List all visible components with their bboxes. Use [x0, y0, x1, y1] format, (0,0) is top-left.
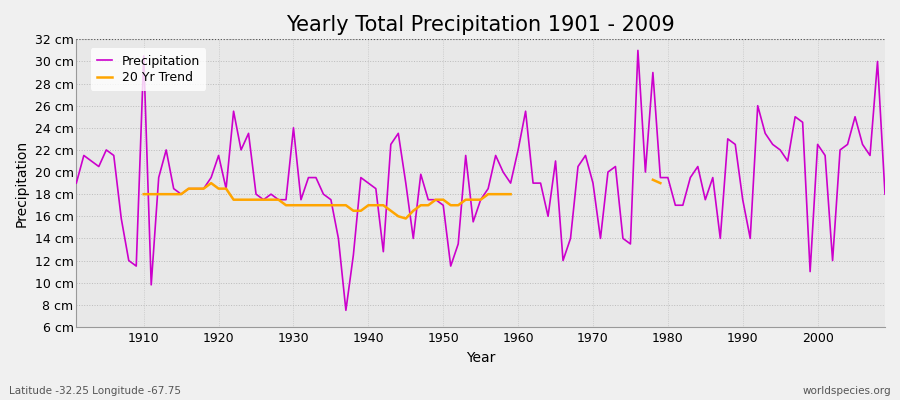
20 Yr Trend — [460, 197, 471, 202]
20 Yr Trend — [288, 203, 299, 208]
20 Yr Trend — [243, 197, 254, 202]
20 Yr Trend — [213, 186, 224, 191]
20 Yr Trend — [408, 208, 418, 213]
20 Yr Trend — [446, 203, 456, 208]
Y-axis label: Precipitation: Precipitation — [15, 140, 29, 227]
20 Yr Trend — [318, 203, 328, 208]
Precipitation — [879, 192, 890, 196]
20 Yr Trend — [393, 214, 404, 219]
20 Yr Trend — [146, 192, 157, 196]
20 Yr Trend — [498, 192, 508, 196]
20 Yr Trend — [475, 197, 486, 202]
Precipitation — [633, 48, 643, 53]
20 Yr Trend — [505, 192, 516, 196]
20 Yr Trend — [333, 203, 344, 208]
Precipitation — [520, 109, 531, 114]
X-axis label: Year: Year — [466, 351, 495, 365]
20 Yr Trend — [229, 197, 239, 202]
Precipitation — [513, 148, 524, 152]
20 Yr Trend — [385, 208, 396, 213]
20 Yr Trend — [184, 186, 194, 191]
20 Yr Trend — [139, 192, 149, 196]
20 Yr Trend — [363, 203, 374, 208]
20 Yr Trend — [281, 203, 292, 208]
20 Yr Trend — [191, 186, 202, 191]
Line: Precipitation: Precipitation — [76, 50, 885, 310]
Precipitation — [340, 308, 351, 313]
Precipitation — [130, 264, 141, 268]
Legend: Precipitation, 20 Yr Trend: Precipitation, 20 Yr Trend — [91, 48, 206, 91]
20 Yr Trend — [371, 203, 382, 208]
20 Yr Trend — [430, 197, 441, 202]
20 Yr Trend — [423, 203, 434, 208]
20 Yr Trend — [348, 208, 359, 213]
20 Yr Trend — [206, 181, 217, 186]
Text: worldspecies.org: worldspecies.org — [803, 386, 891, 396]
20 Yr Trend — [266, 197, 276, 202]
20 Yr Trend — [356, 208, 366, 213]
20 Yr Trend — [326, 203, 337, 208]
20 Yr Trend — [258, 197, 269, 202]
Line: 20 Yr Trend: 20 Yr Trend — [144, 183, 510, 218]
20 Yr Trend — [453, 203, 464, 208]
20 Yr Trend — [400, 216, 411, 221]
20 Yr Trend — [437, 197, 448, 202]
20 Yr Trend — [250, 197, 261, 202]
20 Yr Trend — [236, 197, 247, 202]
20 Yr Trend — [378, 203, 389, 208]
20 Yr Trend — [303, 203, 314, 208]
20 Yr Trend — [340, 203, 351, 208]
Precipitation — [71, 181, 82, 186]
Title: Yearly Total Precipitation 1901 - 2009: Yearly Total Precipitation 1901 - 2009 — [286, 15, 675, 35]
Precipitation — [610, 164, 621, 169]
20 Yr Trend — [491, 192, 501, 196]
20 Yr Trend — [468, 197, 479, 202]
20 Yr Trend — [482, 192, 493, 196]
20 Yr Trend — [310, 203, 321, 208]
20 Yr Trend — [416, 203, 427, 208]
20 Yr Trend — [273, 197, 284, 202]
20 Yr Trend — [153, 192, 164, 196]
Text: Latitude -32.25 Longitude -67.75: Latitude -32.25 Longitude -67.75 — [9, 386, 181, 396]
Precipitation — [295, 197, 306, 202]
20 Yr Trend — [198, 186, 209, 191]
20 Yr Trend — [176, 192, 186, 196]
20 Yr Trend — [168, 192, 179, 196]
20 Yr Trend — [220, 186, 231, 191]
20 Yr Trend — [295, 203, 306, 208]
20 Yr Trend — [161, 192, 172, 196]
Precipitation — [348, 253, 359, 258]
